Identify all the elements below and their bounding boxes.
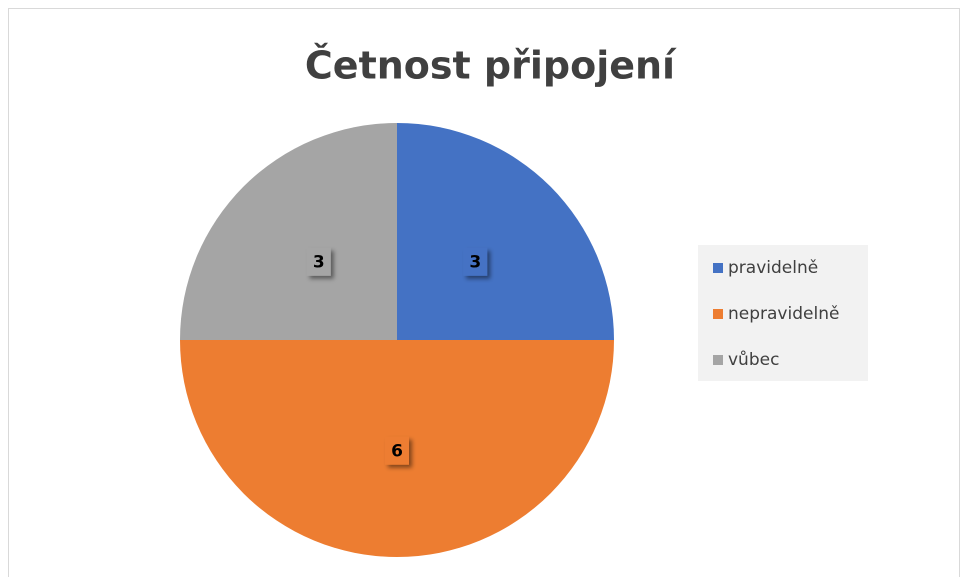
legend-label: vůbec [728,350,779,370]
data-label-box [385,436,409,465]
data-label-box [306,247,331,276]
data-label: 6 [391,442,403,462]
pie-slice [397,123,614,340]
chart-title: Četnost připojení [305,44,677,88]
legend [698,245,868,381]
legend-label: pravidelně [728,258,818,278]
data-label: 3 [313,253,325,273]
pie-slice [180,123,397,340]
legend-marker [713,263,723,273]
legend-label: nepravidelně [728,304,839,324]
legend-marker [713,355,723,365]
legend-marker [713,309,723,319]
data-label-box [463,247,488,276]
data-label: 3 [469,253,481,273]
